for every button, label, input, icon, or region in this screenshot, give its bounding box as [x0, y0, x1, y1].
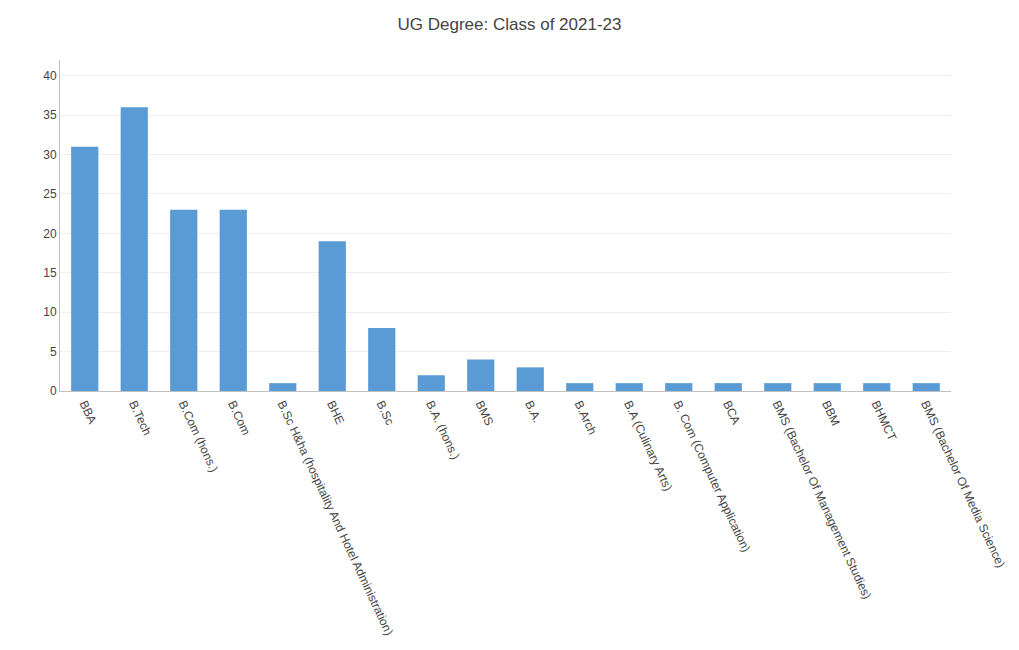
- svg-text:0: 0: [50, 384, 57, 398]
- svg-text:B.Sc H&ha (hospitality And Hot: B.Sc H&ha (hospitality And Hotel Adminis…: [275, 398, 396, 637]
- svg-text:BBA: BBA: [77, 398, 100, 426]
- svg-text:B.Com (hons.): B.Com (hons.): [176, 398, 221, 474]
- svg-text:UG Degree: Class of 2021-23: UG Degree: Class of 2021-23: [398, 15, 622, 34]
- svg-text:B.Sc: B.Sc: [374, 398, 397, 427]
- svg-text:B.A (Culinary Arts): B.A (Culinary Arts): [621, 398, 675, 493]
- svg-text:30: 30: [43, 148, 57, 162]
- svg-text:BMS (Bachelor Of Management St: BMS (Bachelor Of Management Studies): [770, 398, 875, 601]
- svg-text:B. Com (Computer Application): B. Com (Computer Application): [671, 398, 754, 554]
- svg-text:BCA: BCA: [720, 398, 743, 426]
- svg-text:B.Arch: B.Arch: [572, 398, 600, 437]
- svg-text:BMS (Bachelor Of Media Science: BMS (Bachelor Of Media Science): [918, 398, 1008, 570]
- svg-text:B.Com: B.Com: [225, 398, 253, 437]
- svg-text:BBM: BBM: [819, 398, 843, 427]
- svg-text:40: 40: [43, 69, 57, 83]
- svg-text:5: 5: [50, 345, 57, 359]
- svg-text:BHMCT: BHMCT: [869, 398, 900, 443]
- svg-text:B.A.: B.A.: [522, 398, 544, 424]
- svg-text:35: 35: [43, 108, 57, 122]
- svg-text:10: 10: [43, 305, 57, 319]
- svg-text:20: 20: [43, 227, 57, 241]
- svg-text:B.A. (hons.): B.A. (hons.): [423, 398, 462, 461]
- svg-text:BMS: BMS: [473, 398, 497, 427]
- svg-text:BHE: BHE: [324, 398, 347, 426]
- svg-text:25: 25: [43, 187, 57, 201]
- svg-text:B.Tech: B.Tech: [126, 398, 154, 437]
- svg-text:15: 15: [43, 266, 57, 280]
